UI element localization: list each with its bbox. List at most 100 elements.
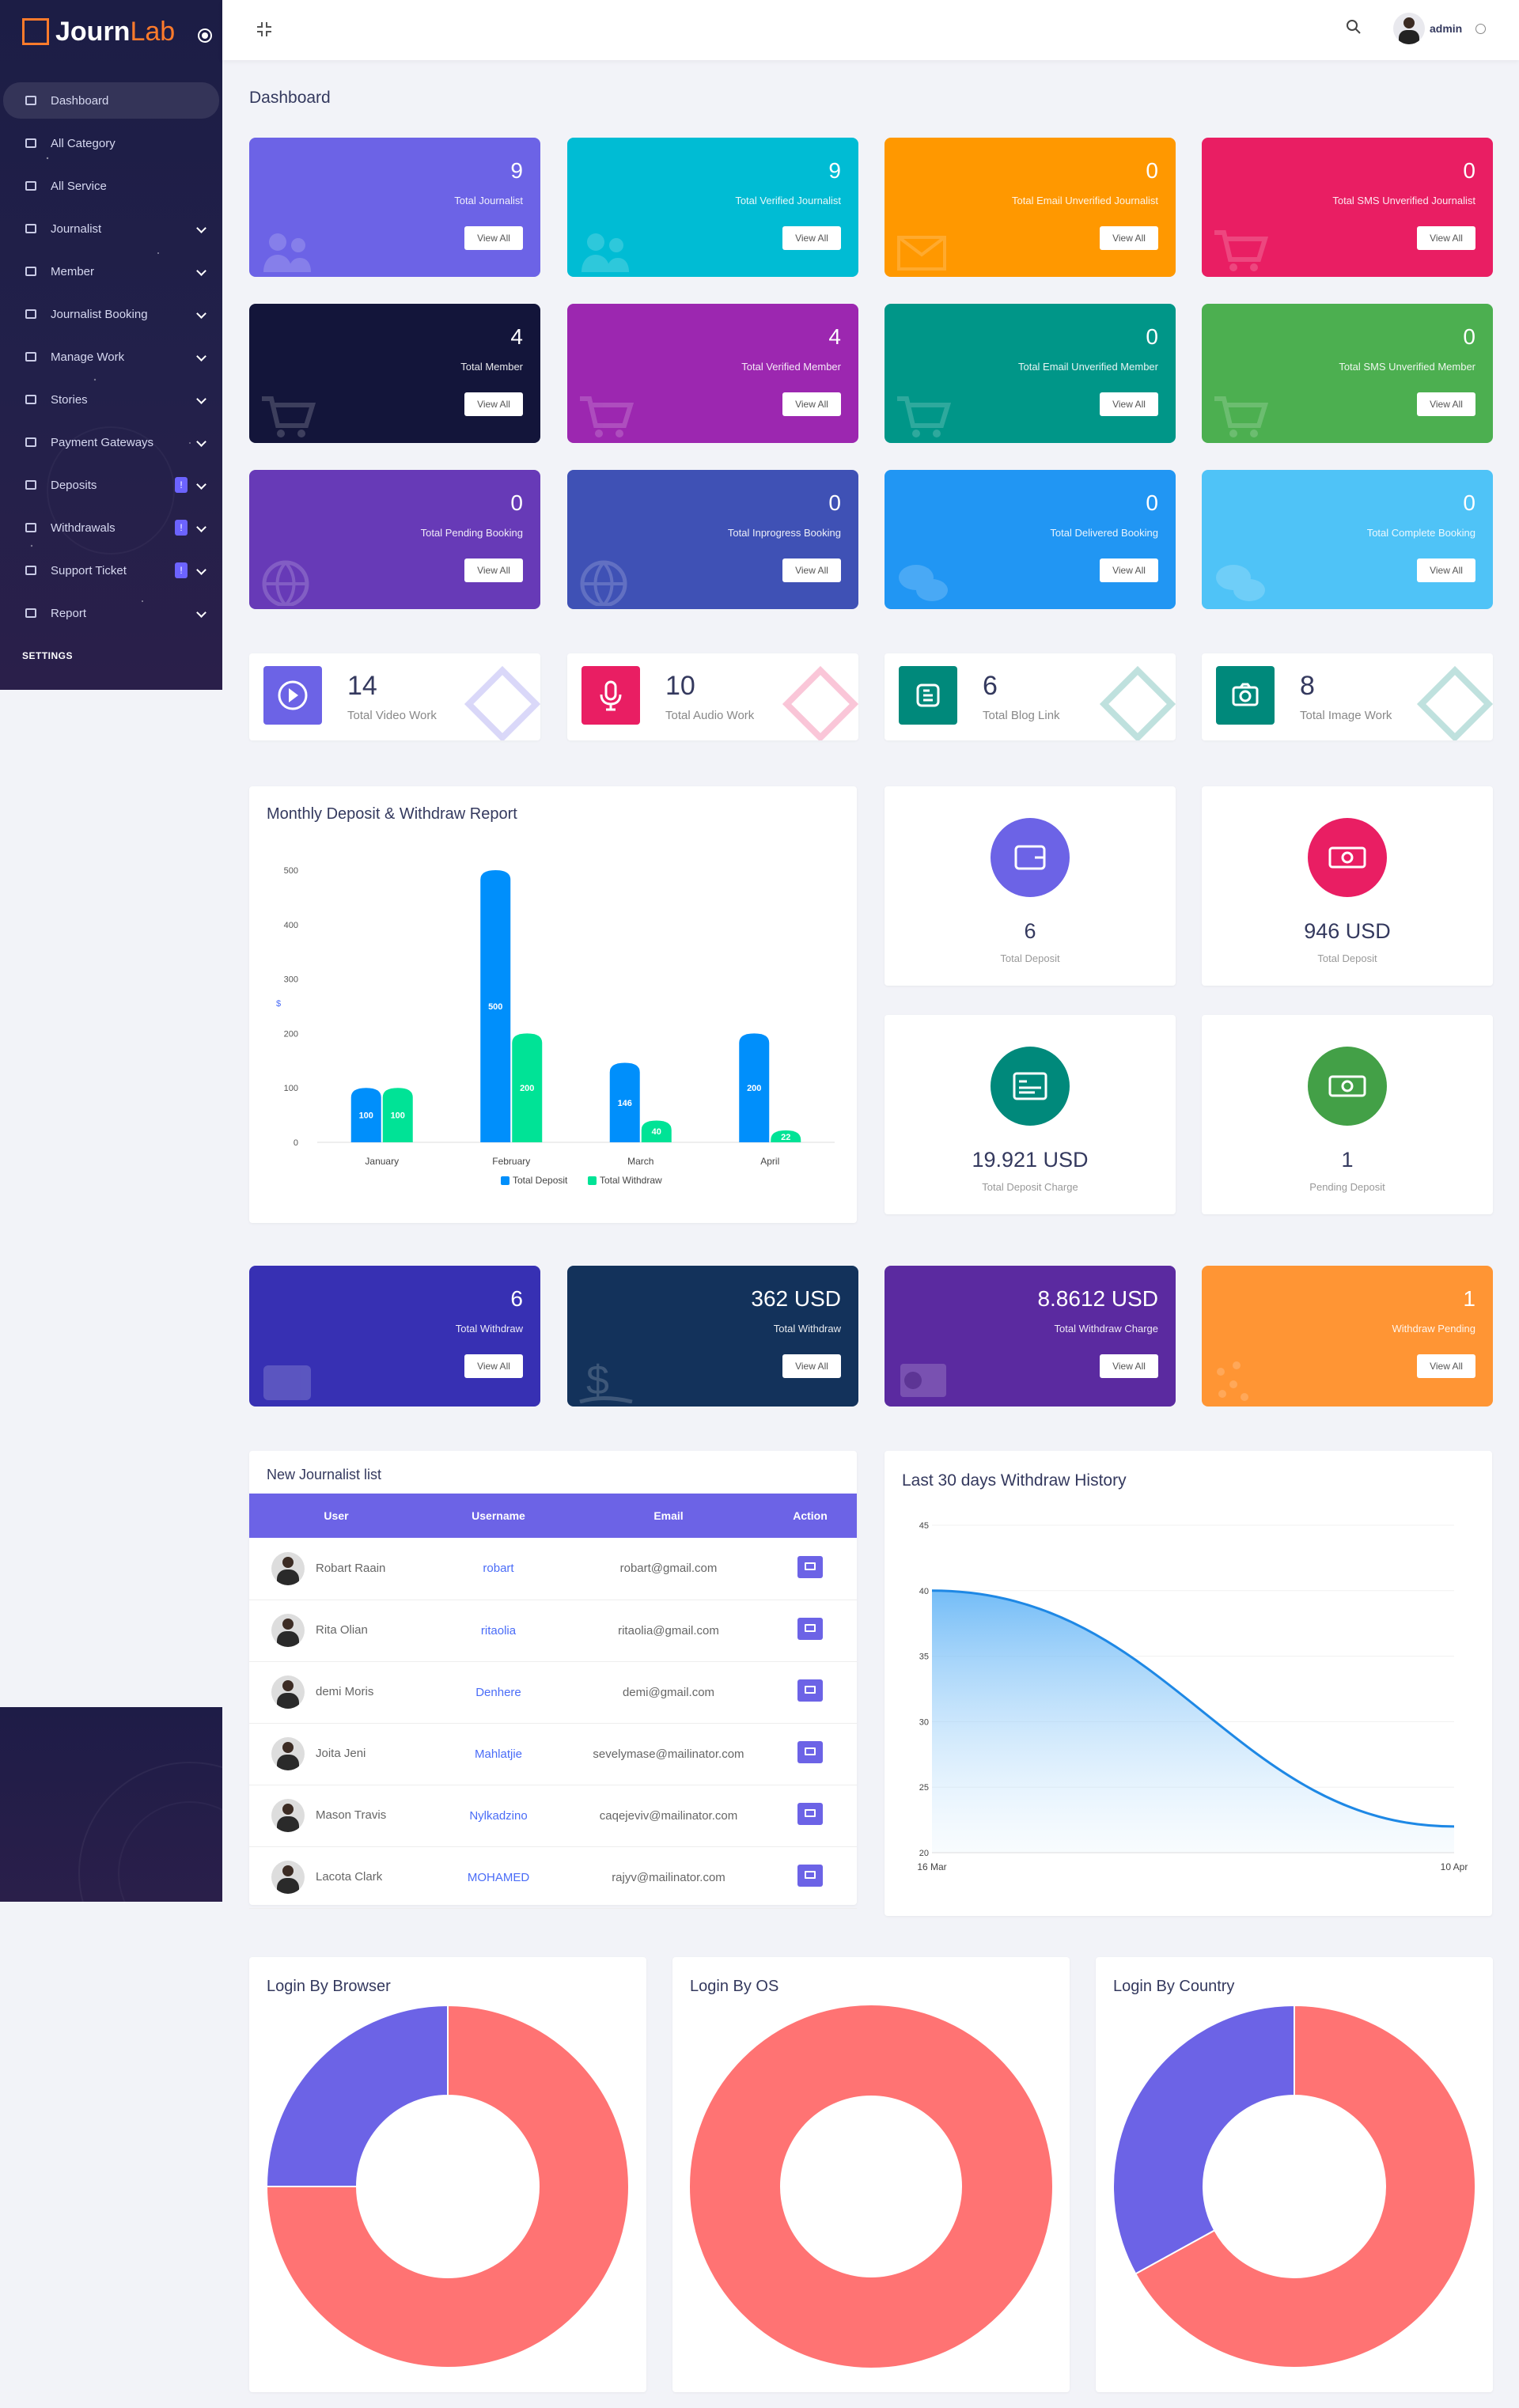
user-name: Lacota Clark [316,1869,383,1884]
user-avatar[interactable] [1393,13,1425,44]
list-icon [25,138,36,148]
sidebar-item-dashboard[interactable]: Dashboard [3,82,219,119]
login-chart-card: Login By OS [672,1957,1070,2392]
sidebar-item-journalist-booking[interactable]: Journalist Booking [0,293,222,335]
table-row: Rita Olian ritaolia ritaolia@gmail.com [249,1600,857,1662]
sidebar-item-stories[interactable]: Stories [0,378,222,421]
username-link[interactable]: ritaolia [423,1600,574,1662]
book-icon [25,395,36,404]
email-cell: robart@gmail.com [574,1538,763,1600]
sidebar-item-member[interactable]: Member [0,250,222,293]
journalist-list-title: New Journalist list [267,1467,382,1482]
bar-data-label: 100 [359,1111,373,1121]
username-link[interactable]: MOHAMED [423,1846,574,1909]
desktop-icon[interactable] [797,1679,823,1702]
work-value: 8 [1300,671,1315,701]
view-all-button[interactable]: View All [1417,1354,1475,1378]
view-all-button[interactable]: View All [782,392,841,416]
y-tick-label: 40 [919,1587,929,1596]
cart-icon-bg [1214,396,1268,437]
y-tick-label: 25 [919,1783,929,1793]
stat-value: 0 [1146,158,1158,183]
username-link[interactable]: Nylkadzino [423,1785,574,1847]
view-all-button[interactable]: View All [1100,1354,1158,1378]
monthly-bar-chart: 0 100 200 300 400 500 $ January 100 100 February 50… [276,866,835,1186]
stat-value: 6 [510,1286,523,1311]
view-all-button[interactable]: View All [1100,226,1158,250]
stat-value: 0 [1146,324,1158,349]
brand-logo[interactable]: JournLab [22,14,175,49]
view-all-button[interactable]: View All [782,226,841,250]
email-cell: demi@gmail.com [574,1661,763,1724]
view-all-button[interactable]: View All [1100,558,1158,582]
view-all-button[interactable]: View All [1100,392,1158,416]
table-row: Lacota Clark MOHAMED rajyv@mailinator.com [249,1846,857,1909]
view-all-button[interactable]: View All [1417,392,1475,416]
stat-value: 0 [1463,324,1475,349]
y-tick-label: 500 [284,866,298,876]
stat-value: 9 [510,158,523,183]
desktop-icon[interactable] [797,1741,823,1763]
bar [739,1033,770,1142]
alert-badge: ! [175,477,188,493]
view-all-button[interactable]: View All [464,226,523,250]
y-tick-label: 35 [919,1653,929,1662]
collapse-icon[interactable] [256,21,273,38]
y-tick-label: 45 [919,1521,929,1531]
sidebar-item-payment-gateways[interactable]: Payment Gateways [0,421,222,464]
deposit-value: 946 USD [1304,919,1391,943]
user-menu-chevron-icon[interactable] [1475,24,1486,34]
sidebar-item-all-service[interactable]: All Service [0,165,222,207]
sidebar-item-all-category[interactable]: All Category [0,122,222,165]
area-fill [932,1590,1454,1853]
view-all-button[interactable]: View All [464,558,523,582]
username-link[interactable]: Mahlatjie [423,1723,574,1785]
stat-value: 0 [1463,158,1475,183]
search-icon[interactable] [1346,19,1362,35]
bar-data-label: 500 [488,1002,502,1012]
view-all-button[interactable]: View All [464,1354,523,1378]
work-value: 14 [347,671,377,701]
work-value: 6 [983,671,998,701]
deposit-label: Pending Deposit [1309,1181,1385,1193]
view-all-button[interactable]: View All [782,1354,841,1378]
x-tick-label: April [760,1156,779,1167]
y-tick-label: 20 [919,1849,929,1858]
view-all-button[interactable]: View All [464,392,523,416]
sidebar-toggle-icon[interactable] [198,28,212,43]
user-cell: Robart Raain [249,1538,423,1600]
stat-card: 0 Total Pending Booking View All [249,470,540,609]
donut-chart [1112,2004,1476,2368]
desktop-icon[interactable] [797,1803,823,1825]
stat-card: 4 Total Verified Member View All [567,304,858,443]
sidebar: JournLab Dashboard All Category All Servic… [0,0,222,690]
stat-label: Total Inprogress Booking [727,527,841,539]
view-all-button[interactable]: View All [782,558,841,582]
sidebar-item-support-ticket[interactable]: Support Ticket! [0,549,222,592]
stat-value: 0 [1146,490,1158,515]
view-all-button[interactable]: View All [1417,558,1475,582]
x-tick-label: 16 Mar [917,1861,946,1872]
globe-icon-bg [580,560,627,606]
desktop-icon[interactable] [797,1555,823,1578]
desktop-icon[interactable] [797,1618,823,1640]
avatar [271,1861,305,1894]
pie-slice [265,2004,449,2187]
sidebar-item-withdrawals[interactable]: Withdrawals! [0,506,222,549]
sidebar-item-manage-work[interactable]: Manage Work [0,335,222,378]
username-link[interactable]: robart [423,1538,574,1600]
sidebar-item-deposits[interactable]: Deposits! [0,464,222,506]
action-cell [763,1723,857,1785]
chevron-down-icon [196,522,206,532]
username-link[interactable]: Denhere [423,1661,574,1724]
bar-data-label: 200 [747,1084,761,1093]
user-name: Joita Jeni [316,1746,366,1760]
pie-slice [1134,2004,1476,2368]
stat-card: 0 Total SMS Unverified Journalist View All [1202,138,1493,277]
user-name[interactable]: admin [1430,22,1463,35]
sidebar-item-report[interactable]: Report [0,592,222,634]
sidebar-item-journalist[interactable]: Journalist [0,207,222,250]
view-all-button[interactable]: View All [1417,226,1475,250]
stat-label: Total SMS Unverified Member [1339,361,1475,373]
desktop-icon[interactable] [797,1865,823,1887]
